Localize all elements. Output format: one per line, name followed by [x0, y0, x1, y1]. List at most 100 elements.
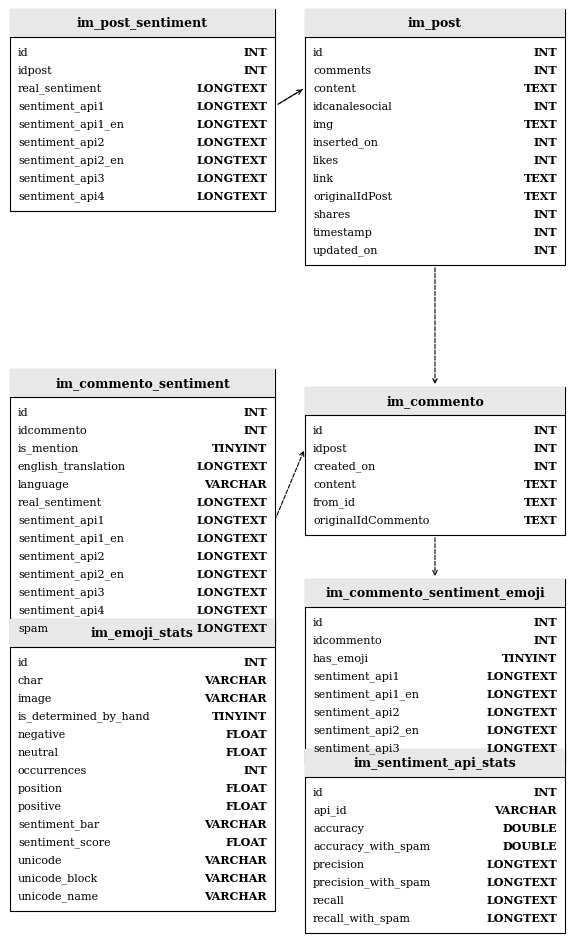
Bar: [305, 580, 565, 763]
Text: FLOAT: FLOAT: [226, 836, 267, 848]
Text: sentiment_api1: sentiment_api1: [18, 515, 104, 526]
Bar: [10, 10, 275, 38]
Text: likes: likes: [313, 156, 339, 166]
Text: LONGTEXT: LONGTEXT: [196, 138, 267, 148]
Text: FLOAT: FLOAT: [226, 729, 267, 740]
Text: sentiment_api2_en: sentiment_api2_en: [18, 569, 124, 580]
Text: FLOAT: FLOAT: [226, 801, 267, 812]
Text: sentiment_api1_en: sentiment_api1_en: [313, 689, 419, 700]
Text: LONGTEXT: LONGTEXT: [196, 119, 267, 130]
Text: FLOAT: FLOAT: [226, 747, 267, 758]
Text: TEXT: TEXT: [523, 497, 557, 508]
Text: sentiment_api3: sentiment_api3: [313, 743, 400, 753]
Text: precision: precision: [313, 859, 365, 869]
Text: spam: spam: [18, 623, 48, 633]
Bar: [305, 10, 565, 38]
Text: unicode_block: unicode_block: [18, 872, 99, 884]
Text: sentiment_api2_en: sentiment_api2_en: [313, 725, 419, 735]
Text: im_commento_sentiment: im_commento_sentiment: [55, 377, 230, 390]
Text: sentiment_api1: sentiment_api1: [18, 102, 104, 112]
Text: LONGTEXT: LONGTEXT: [486, 859, 557, 869]
Text: originalIdCommento: originalIdCommento: [313, 515, 429, 526]
Text: LONGTEXT: LONGTEXT: [486, 725, 557, 735]
Text: TEXT: TEXT: [523, 119, 557, 130]
Text: idpost: idpost: [313, 444, 347, 453]
Text: sentiment_api2: sentiment_api2: [313, 707, 400, 717]
Text: real_sentiment: real_sentiment: [18, 84, 102, 94]
Text: sentiment_api1_en: sentiment_api1_en: [18, 120, 124, 130]
Text: id: id: [313, 787, 324, 797]
Text: precision_with_spam: precision_with_spam: [313, 877, 432, 887]
Text: INT: INT: [244, 765, 267, 776]
Text: TEXT: TEXT: [523, 192, 557, 202]
Text: INT: INT: [534, 425, 557, 436]
Text: LONGTEXT: LONGTEXT: [486, 877, 557, 887]
Bar: [305, 10, 565, 265]
Text: image: image: [18, 693, 52, 703]
Text: sentiment_score: sentiment_score: [18, 836, 111, 848]
Text: LONGTEXT: LONGTEXT: [486, 707, 557, 717]
Text: TEXT: TEXT: [523, 515, 557, 526]
Text: positive: positive: [18, 801, 62, 811]
Text: unicode: unicode: [18, 855, 63, 865]
Text: id: id: [18, 408, 28, 417]
Text: INT: INT: [534, 210, 557, 220]
Text: idcanalesocial: idcanalesocial: [313, 102, 393, 112]
Text: idcommento: idcommento: [313, 635, 383, 646]
Text: accuracy_with_spam: accuracy_with_spam: [313, 841, 430, 851]
Text: language: language: [18, 480, 70, 490]
Text: link: link: [313, 174, 334, 184]
Text: LONGTEXT: LONGTEXT: [486, 689, 557, 700]
Text: TEXT: TEXT: [523, 83, 557, 94]
Text: neutral: neutral: [18, 748, 59, 757]
Text: content: content: [313, 480, 356, 490]
Text: INT: INT: [534, 47, 557, 59]
Text: im_post: im_post: [408, 18, 462, 30]
Text: char: char: [18, 675, 44, 685]
Bar: [10, 619, 275, 911]
Text: from_id: from_id: [313, 497, 356, 508]
Bar: [305, 388, 565, 415]
Text: unicode_name: unicode_name: [18, 891, 99, 902]
Text: VARCHAR: VARCHAR: [205, 872, 267, 884]
Text: LONGTEXT: LONGTEXT: [196, 83, 267, 94]
Text: sentiment_api4: sentiment_api4: [18, 605, 104, 615]
Text: TINYINT: TINYINT: [212, 443, 267, 454]
Text: real_sentiment: real_sentiment: [18, 497, 102, 508]
Text: api_id: api_id: [313, 805, 347, 816]
Text: updated_on: updated_on: [313, 245, 379, 256]
Text: LONGTEXT: LONGTEXT: [196, 174, 267, 184]
Text: is_determined_by_hand: is_determined_by_hand: [18, 711, 151, 721]
Bar: [305, 388, 565, 535]
Text: INT: INT: [534, 616, 557, 628]
Text: INT: INT: [244, 407, 267, 418]
Text: LONGTEXT: LONGTEXT: [196, 605, 267, 615]
Text: VARCHAR: VARCHAR: [205, 854, 267, 866]
Text: sentiment_bar: sentiment_bar: [18, 818, 99, 830]
Text: sentiment_api1: sentiment_api1: [313, 671, 400, 682]
Text: im_commento_sentiment_emoji: im_commento_sentiment_emoji: [325, 587, 545, 599]
Text: id: id: [313, 48, 324, 58]
Text: INT: INT: [244, 47, 267, 59]
Text: shares: shares: [313, 210, 350, 220]
Text: id: id: [313, 426, 324, 435]
Text: idpost: idpost: [18, 66, 53, 76]
Text: LONGTEXT: LONGTEXT: [196, 623, 267, 633]
Text: im_post_sentiment: im_post_sentiment: [77, 18, 208, 30]
Text: sentiment_api2: sentiment_api2: [18, 551, 104, 562]
Text: INT: INT: [244, 425, 267, 436]
Text: TINYINT: TINYINT: [502, 653, 557, 664]
Text: recall: recall: [313, 895, 345, 905]
Text: INT: INT: [534, 138, 557, 148]
Text: im_commento: im_commento: [386, 396, 484, 408]
Text: img: img: [313, 120, 334, 130]
Text: INT: INT: [534, 634, 557, 646]
Text: id: id: [313, 617, 324, 628]
Text: TINYINT: TINYINT: [212, 711, 267, 722]
Text: created_on: created_on: [313, 462, 375, 472]
Text: LONGTEXT: LONGTEXT: [486, 895, 557, 905]
Text: position: position: [18, 784, 63, 793]
Text: LONGTEXT: LONGTEXT: [196, 156, 267, 166]
Text: FLOAT: FLOAT: [226, 783, 267, 794]
Text: VARCHAR: VARCHAR: [205, 693, 267, 704]
